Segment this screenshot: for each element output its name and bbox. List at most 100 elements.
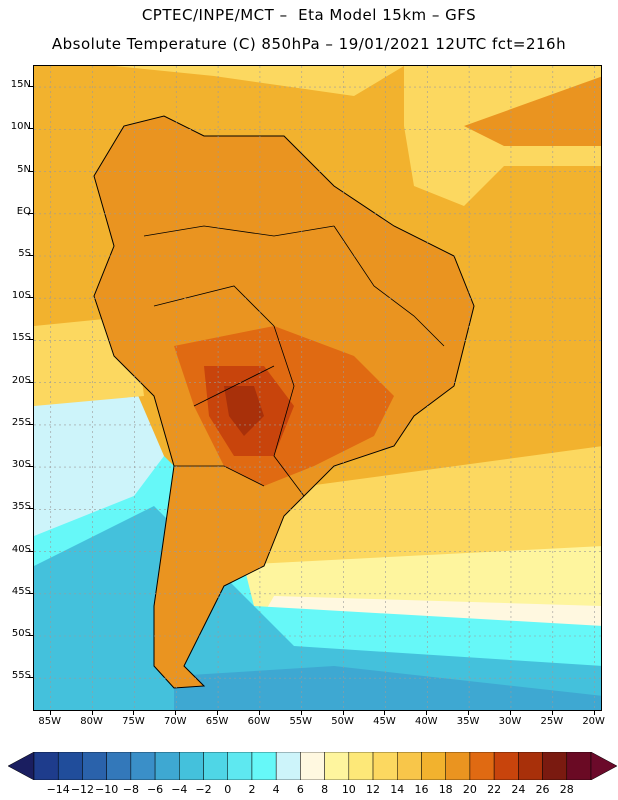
latitude-tick (28, 423, 33, 425)
longitude-tick (91, 711, 93, 715)
latitude-tick (28, 466, 33, 468)
colorbar-segment (227, 752, 253, 780)
colorbar-segment (130, 752, 156, 780)
longitude-tick (342, 711, 344, 715)
map-title-line2: Absolute Temperature (C) 850hPa – 19/01/… (51, 35, 567, 53)
colorbar-tick-label: 18 (438, 783, 453, 796)
latitude-label: 40S (11, 543, 31, 555)
latitude-label: 5N (17, 163, 31, 175)
colorbar-segment (445, 752, 471, 780)
latitude-label: 45S (11, 585, 31, 597)
colorbar-overflow-arrow (590, 752, 617, 780)
latitude-tick (28, 635, 33, 636)
country-borders (143, 225, 445, 497)
longitude-label: 80W (80, 716, 103, 727)
longitude-tick (133, 711, 135, 715)
colorbar-segment (421, 752, 446, 780)
colorbar-tick-label: 24 (511, 783, 526, 796)
latitude-tick (28, 255, 33, 256)
longitude-tick (468, 711, 470, 715)
colorbar-tick-label: 6 (296, 783, 304, 796)
temperature-colorbar (8, 752, 617, 780)
colorbar-segment (300, 752, 325, 780)
longitude-label: 40W (414, 716, 438, 727)
latitude-tick (28, 381, 33, 383)
colorbar-segment (566, 752, 592, 780)
latitude-label: 30S (11, 459, 31, 471)
colorbar-segment (324, 752, 350, 780)
colorbar-segment (179, 752, 204, 780)
colorbar-tick-label: 8 (321, 783, 329, 796)
colorbar-segment (275, 752, 301, 780)
atlantic-hot-patch (464, 76, 601, 146)
longitude-label: 45W (373, 716, 396, 727)
latitude-label: 10S (11, 290, 31, 302)
colorbar-tick-label: −14 (46, 783, 70, 796)
longitude-label: 35W (456, 716, 480, 727)
pacific-cool-patch (34, 386, 164, 536)
colorbar-tick-label: 2 (248, 783, 256, 796)
longitude-tick (300, 711, 302, 715)
latitude-label: 25S (11, 416, 31, 428)
latitude-tick (28, 86, 33, 88)
colorbar-segment (33, 752, 59, 780)
longitude-tick (551, 711, 553, 715)
longitude-tick (175, 711, 177, 715)
colorbar-segment (348, 752, 374, 780)
latitude-label: 20S (11, 374, 31, 386)
latitude-tick (28, 212, 33, 214)
temperature-map (33, 65, 602, 711)
latitude-label: 10N (10, 121, 31, 133)
longitude-tick (217, 711, 219, 715)
latitude-label: 55S (11, 670, 31, 682)
colorbar-tick-label: 4 (272, 783, 280, 796)
colorbar-tick-label: 0 (224, 783, 232, 796)
colorbar-tick-label: 10 (341, 783, 356, 796)
longitude-label: 75W (122, 716, 145, 727)
latitude-label: 50S (11, 628, 31, 639)
colorbar-tick-label: −6 (146, 783, 164, 796)
caribbean-warm-patch (114, 66, 404, 96)
colorbar-tick-label: 16 (414, 783, 429, 796)
colorbar-tick-label: −10 (95, 783, 119, 796)
latitude-tick (28, 508, 33, 510)
colorbar-segment (518, 752, 543, 780)
colorbar-tick-label: 28 (559, 783, 574, 796)
latitude-tick (28, 677, 33, 679)
longitude-label: 85W (38, 716, 62, 727)
longitude-tick (384, 711, 386, 715)
latitude-tick (28, 339, 33, 341)
longitude-tick (258, 711, 260, 715)
chaco-max-core (224, 386, 264, 436)
colorbar-tick-label: 14 (390, 783, 405, 796)
colorbar-tick-label: −2 (195, 783, 212, 796)
latitude-label: 15S (11, 332, 31, 344)
colorbar-segment (203, 752, 228, 780)
colorbar-tick-label: −4 (171, 783, 188, 796)
latitude-tick (28, 592, 33, 594)
longitude-label: 25W (540, 716, 564, 727)
colorbar-tick-label: 22 (487, 783, 502, 796)
colorbar-underflow-arrow (8, 752, 35, 780)
latitude-label: EQ (16, 205, 31, 217)
colorbar-segment (251, 752, 277, 780)
longitude-tick (593, 711, 595, 715)
map-title-line1: CPTEC/INPE/MCT – Eta Model 15km – GFS (141, 6, 477, 24)
colorbar-segment (372, 752, 398, 780)
colorbar-segment (493, 752, 519, 780)
southern-ocean-coldest (174, 666, 601, 710)
latitude-tick (28, 550, 33, 552)
latitude-tick (28, 297, 33, 299)
colorbar-tick-label: 20 (462, 783, 477, 796)
colorbar-tick-label: 12 (366, 783, 381, 796)
longitude-label: 70W (163, 716, 187, 727)
colorbar-tick-label: 26 (535, 783, 550, 796)
latitude-tick (28, 170, 33, 172)
latitude-label: 15N (10, 79, 31, 91)
longitude-label: 55W (289, 716, 313, 727)
longitude-label: 60W (247, 716, 271, 727)
colorbar-segment (57, 752, 83, 780)
colorbar-tick-label: −8 (122, 783, 139, 796)
longitude-tick (49, 711, 51, 715)
colorbar-segment (154, 752, 180, 780)
